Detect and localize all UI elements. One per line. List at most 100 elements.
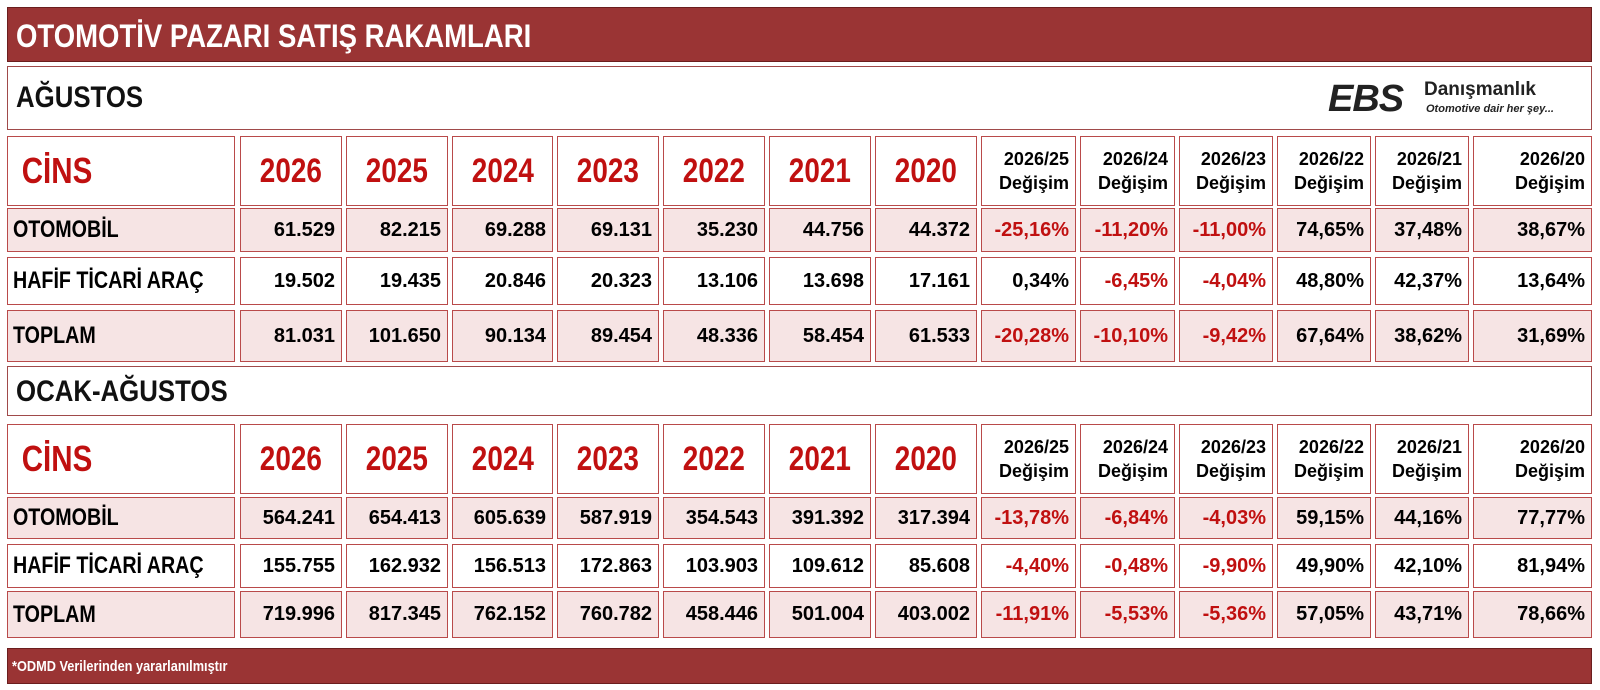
page-title: OTOMOTİV PAZARI SATIŞ RAKAMLARI — [16, 18, 532, 54]
header-year-text: 2024 — [471, 151, 534, 190]
row-label-text: OTOMOBİL — [13, 216, 119, 243]
header-change-word: Değişim — [998, 461, 1069, 481]
header-year-text: 2026 — [259, 151, 323, 190]
header-change-word: Değişim — [1097, 461, 1168, 481]
header-year-text: 2025 — [365, 439, 429, 478]
table-cell-change: 78,66% — [1473, 591, 1592, 638]
table-cell-value: 44.372 — [875, 208, 977, 252]
table-cell-change: 42,37% — [1375, 257, 1469, 305]
header-year-text: 2024 — [471, 439, 534, 478]
header-year-text: 2023 — [576, 439, 640, 478]
header-year-2024: 2024 — [452, 424, 553, 494]
header-year-2025: 2025 — [346, 136, 448, 206]
header-change-2: 2026/23 Değişim — [1179, 424, 1273, 494]
header-change-period: 2026/24 — [1102, 437, 1168, 457]
table-cell-value: 48.336 — [663, 310, 765, 362]
row-label-text: HAFİF TİCARİ ARAÇ — [13, 552, 204, 579]
header-year-text: 2020 — [894, 151, 958, 190]
table-cell-value: 817.345 — [346, 591, 448, 638]
table-cell-value: 354.543 — [663, 497, 765, 539]
table-cell-change: 57,05% — [1277, 591, 1371, 638]
row-label: TOPLAM — [7, 310, 235, 362]
table-cell-value: 35.230 — [663, 208, 765, 252]
table-cell-change: -4,04% — [1179, 257, 1273, 305]
table-cell-value: 19.502 — [240, 257, 342, 305]
header-change-word: Değişim — [1391, 173, 1462, 193]
table-cell-change: -9,42% — [1179, 310, 1273, 362]
title-banner: OTOMOTİV PAZARI SATIŞ RAKAMLARI — [7, 7, 1592, 62]
table-cell-value: 760.782 — [557, 591, 659, 638]
header-change-period: 2026/22 — [1298, 149, 1364, 169]
table-cell-value: 13.106 — [663, 257, 765, 305]
table-cell-change: 43,71% — [1375, 591, 1469, 638]
table-cell-change: 77,77% — [1473, 497, 1592, 539]
table-cell-value: 69.288 — [452, 208, 553, 252]
table-cell-value: 762.152 — [452, 591, 553, 638]
table-cell-change: 81,94% — [1473, 544, 1592, 588]
header-year-text: 2021 — [788, 151, 852, 190]
table-cell-change: -25,16% — [981, 208, 1076, 252]
table-cell-change: -6,84% — [1080, 497, 1175, 539]
table-cell-value: 61.529 — [240, 208, 342, 252]
table-cell-change: 38,67% — [1473, 208, 1592, 252]
table-cell-change: -4,03% — [1179, 497, 1273, 539]
table-cell-change: 0,34% — [981, 257, 1076, 305]
header-year-2020: 2020 — [875, 136, 977, 206]
table-cell-change: 59,15% — [1277, 497, 1371, 539]
header-change-word: Değişim — [1514, 461, 1585, 481]
row-label-text: HAFİF TİCARİ ARAÇ — [13, 267, 204, 294]
table-cell-value: 101.650 — [346, 310, 448, 362]
row-label-text: TOPLAM — [13, 322, 96, 349]
table-cell-value: 85.608 — [875, 544, 977, 588]
table-cell-value: 109.612 — [769, 544, 871, 588]
table-cell-value: 17.161 — [875, 257, 977, 305]
header-change-period: 2026/20 — [1519, 149, 1585, 169]
table-cell-value: 458.446 — [663, 591, 765, 638]
header-year-2021: 2021 — [769, 424, 871, 494]
table-cell-value: 58.454 — [769, 310, 871, 362]
logo-brand: Danışmanlık — [1424, 79, 1536, 100]
logo-slogan: Otomotive dair her şey... — [1426, 103, 1554, 115]
header-change-1: 2026/24 Değişim — [1080, 424, 1175, 494]
table-cell-change: -20,28% — [981, 310, 1076, 362]
header-change-period: 2026/25 — [1003, 437, 1069, 457]
table-cell-value: 19.435 — [346, 257, 448, 305]
header-year-2021: 2021 — [769, 136, 871, 206]
table-cell-value: 103.903 — [663, 544, 765, 588]
header-change-period: 2026/24 — [1102, 149, 1168, 169]
header-label-text: CİNS — [21, 438, 93, 479]
header-year-2026: 2026 — [240, 424, 342, 494]
header-change-word: Değişim — [1514, 173, 1585, 193]
table-cell-value: 403.002 — [875, 591, 977, 638]
table-cell-value: 90.134 — [452, 310, 553, 362]
footer-banner: *ODMD Verilerinden yararlanılmıştır — [7, 648, 1592, 684]
table-cell-change: -13,78% — [981, 497, 1076, 539]
header-change-2: 2026/23 Değişim — [1179, 136, 1273, 206]
header-change-period: 2026/21 — [1396, 437, 1462, 457]
header-change-period: 2026/21 — [1396, 149, 1462, 169]
table-cell-value: 719.996 — [240, 591, 342, 638]
table-cell-change: 38,62% — [1375, 310, 1469, 362]
table-cell-change: -11,20% — [1080, 208, 1175, 252]
header-change-0: 2026/25 Değişim — [981, 136, 1076, 206]
header-year-text: 2026 — [259, 439, 323, 478]
table-cell-change: -11,91% — [981, 591, 1076, 638]
header-year-2022: 2022 — [663, 424, 765, 494]
table-cell-value: 162.932 — [346, 544, 448, 588]
table-cell-value: 172.863 — [557, 544, 659, 588]
header-year-text: 2022 — [682, 439, 746, 478]
header-change-period: 2026/23 — [1200, 437, 1266, 457]
header-year-text: 2020 — [894, 439, 958, 478]
header-change-word: Değişim — [1097, 173, 1168, 193]
header-change-3: 2026/22 Değişim — [1277, 424, 1371, 494]
table-cell-value: 501.004 — [769, 591, 871, 638]
table-cell-value: 564.241 — [240, 497, 342, 539]
table-cell-value: 89.454 — [557, 310, 659, 362]
table-cell-value: 44.756 — [769, 208, 871, 252]
row-label: OTOMOBİL — [7, 208, 235, 252]
table-cell-value: 20.846 — [452, 257, 553, 305]
header-change-word: Değişim — [1195, 461, 1266, 481]
table-cell-change: 67,64% — [1277, 310, 1371, 362]
table-cell-change: -6,45% — [1080, 257, 1175, 305]
header-year-text: 2023 — [576, 151, 640, 190]
